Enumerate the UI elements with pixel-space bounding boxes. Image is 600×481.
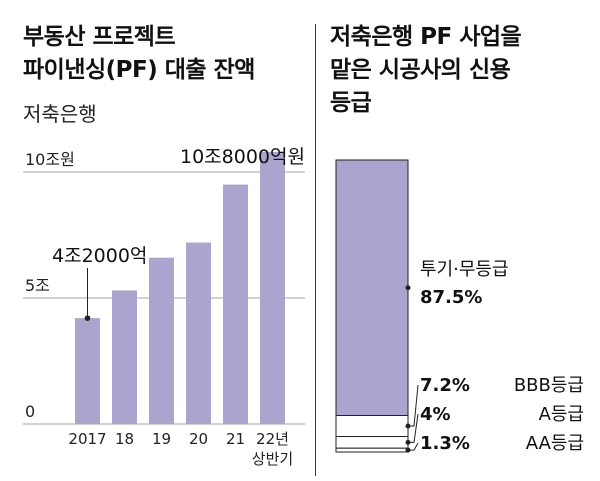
segment-name-3: AA등급 [526, 433, 584, 454]
panel-divider [315, 24, 316, 476]
bar-5 [260, 151, 285, 424]
segment-1 [335, 415, 409, 438]
x-tick-label-0: 2017 [68, 430, 106, 448]
segment-value-1: 7.2% [420, 375, 470, 396]
bar-3 [186, 242, 211, 424]
right-title-text: 저축은행 PF 사업을 맡은 시공사의 신용 등급 [330, 24, 522, 116]
bar-4 [223, 184, 248, 424]
segment-3 [335, 447, 409, 453]
segment-name-0: 투기·무등급 [420, 259, 509, 280]
segment-leader-3 [408, 442, 419, 451]
segment-dot-0 [405, 285, 411, 291]
left-title-line-1: 부동산 프로젝트 파이낸싱(PF) 대출 잔액 [23, 24, 255, 83]
bar-2 [149, 257, 174, 424]
segment-leader-2 [408, 413, 419, 443]
x-tick-label-4: 21 [226, 430, 245, 448]
x-tick-sublabel-5: 상반기 [252, 450, 293, 468]
y-tick-label-0: 0 [25, 402, 35, 421]
y-tick-label-1: 5조 [25, 276, 50, 295]
x-tick-label-2: 19 [152, 430, 171, 448]
annotation-label-1: 10조8000억원 [180, 146, 305, 168]
segment-leader-1 [408, 384, 419, 427]
annotation-label-0: 4조2000억 [52, 245, 147, 267]
y-tick-label-2: 10조원 [25, 150, 75, 169]
x-tick-label-5: 22년 [256, 430, 289, 448]
segment-value-2: 4% [420, 404, 451, 425]
x-tick-label-3: 20 [189, 430, 208, 448]
annotation-dot-0 [84, 315, 91, 321]
segment-name-2: A등급 [539, 404, 584, 425]
segment-2 [335, 436, 409, 449]
x-tick-label-1: 18 [115, 430, 134, 448]
left-chart-subtitle: 저축은행 [23, 102, 97, 126]
segment-name-1: BBB등급 [514, 375, 584, 396]
segment-value-0: 87.5% [420, 287, 482, 308]
bar-1 [112, 290, 137, 424]
segment-0 [335, 159, 409, 416]
bar-0 [75, 318, 100, 424]
right-chart-title: 저축은행 PF 사업을 맡은 시공사의 신용 등급 [330, 21, 522, 120]
segment-value-3: 1.3% [420, 433, 470, 454]
